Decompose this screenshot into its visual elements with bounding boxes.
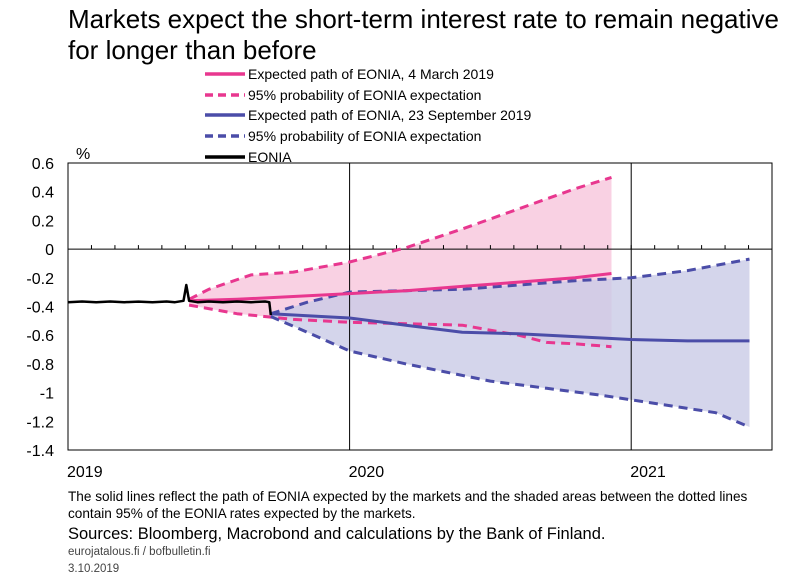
chart-legend: Expected path of EONIA, 4 March 2019 95%… [205,64,531,167]
series-line [67,283,273,316]
y-tick-label: 0.4 [32,185,54,202]
legend-label: 95% probability of EONIA expectation [248,86,482,103]
legend-label: Expected path of EONIA, 23 September 201… [248,107,532,124]
legend-item: Expected path of EONIA, 23 September 201… [205,105,531,126]
y-tick-label: 0.6 [32,156,54,173]
legend-label: 95% probability of EONIA expectation [248,128,482,145]
legend-item: EONIA [205,146,531,167]
confidence-band-september [270,259,750,427]
x-tick-label: 2020 [349,464,385,481]
chart-title: Markets expect the short-term interest r… [68,4,779,65]
legend-item: Expected path of EONIA, 4 March 2019 [205,64,531,85]
y-tick-label: -1.2 [26,414,54,431]
legend-swatch [205,90,245,100]
series-line [188,175,612,301]
site-credit: eurojatalous.fi / bofbulletin.fi [68,546,211,558]
legend-swatch [205,69,245,79]
y-tick-label: 0.2 [32,213,54,230]
series-line [270,315,751,429]
y-axis-label: % [76,146,90,163]
publication-date: 3.10.2019 [68,563,120,575]
legend-swatch [205,131,245,141]
y-tick-label: -0.8 [26,357,54,374]
legend-label: EONIA [248,148,292,165]
y-tick-label: -0.6 [26,328,54,345]
legend-swatch [205,110,245,120]
legend-item: 95% probability of EONIA expectation [205,126,531,147]
series-line [270,312,750,343]
chart-footnote: The solid lines reflect the path of EONI… [68,489,748,521]
y-tick-label: -1.4 [26,443,54,460]
series-line [189,272,612,303]
y-tick-label: 0 [45,242,54,259]
y-tick-label: -0.2 [26,271,54,288]
chart-sources: Sources: Bloomberg, Macrobond and calcul… [68,525,606,543]
y-tick-label: -1 [40,386,54,403]
x-tick-label: 2019 [67,464,103,481]
legend-item: 95% probability of EONIA expectation [205,85,531,106]
series-line [188,303,612,349]
series-line [270,257,750,316]
legend-label: Expected path of EONIA, 4 March 2019 [248,66,494,83]
y-tick-label: -0.4 [26,300,54,317]
plot-frame [67,162,773,451]
x-tick-label: 2021 [630,464,666,481]
legend-swatch [205,152,245,162]
